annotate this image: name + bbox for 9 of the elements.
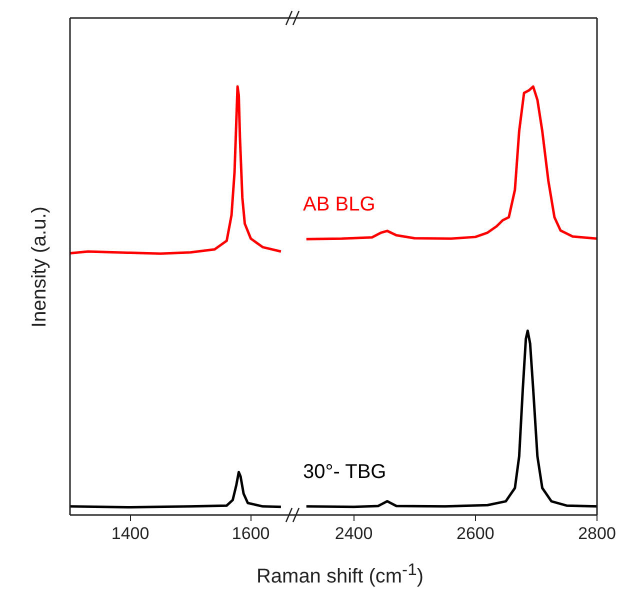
x-tick-label: 1400	[111, 524, 150, 543]
series-label: AB BLG	[303, 194, 376, 216]
x-tick-label: 1600	[232, 524, 270, 543]
x-tick-label: 2400	[334, 524, 373, 543]
x-tick-label: 2800	[578, 524, 616, 543]
x-axis-title: Raman shift (cm$^{-1}$)	[256, 560, 424, 589]
series-label: 30°- TBG	[303, 460, 386, 483]
x-tick-label: 2600	[456, 524, 494, 543]
y-axis-title: Inensity (a.u.)	[28, 206, 52, 328]
